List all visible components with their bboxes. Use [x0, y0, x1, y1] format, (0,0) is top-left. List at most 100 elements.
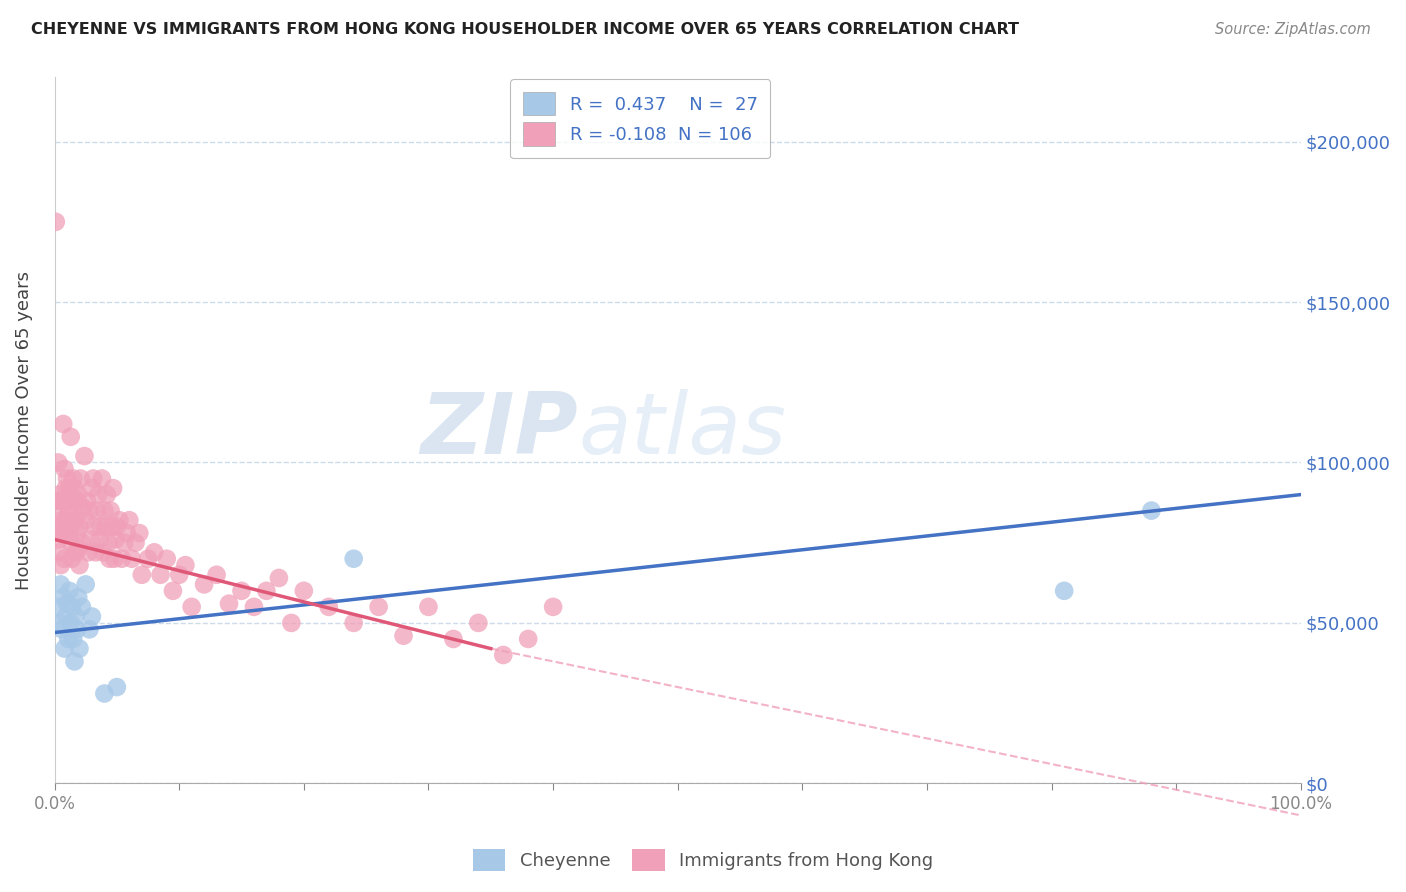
Point — [63, 654, 86, 668]
Point — [492, 648, 515, 662]
Point — [108, 513, 131, 527]
Point — [45, 215, 67, 229]
Point — [58, 507, 80, 521]
Point — [83, 519, 105, 533]
Point — [70, 535, 93, 549]
Point — [52, 526, 75, 541]
Point — [441, 632, 464, 646]
Point — [56, 471, 79, 485]
Y-axis label: Householder Income Over 65 years: Householder Income Over 65 years — [15, 271, 32, 590]
Point — [65, 513, 87, 527]
Point — [97, 535, 120, 549]
Point — [118, 513, 141, 527]
Point — [143, 545, 166, 559]
Point — [66, 623, 89, 637]
Point — [62, 471, 84, 485]
Point — [174, 558, 197, 573]
Point — [53, 641, 76, 656]
Point — [280, 615, 302, 630]
Point — [75, 577, 97, 591]
Point — [69, 641, 91, 656]
Point — [58, 526, 80, 541]
Point — [156, 551, 179, 566]
Point — [58, 583, 80, 598]
Point — [51, 623, 73, 637]
Point — [58, 632, 80, 646]
Point — [90, 471, 112, 485]
Point — [93, 503, 115, 517]
Point — [66, 494, 89, 508]
Point — [55, 481, 77, 495]
Point — [75, 513, 97, 527]
Point — [103, 551, 125, 566]
Point — [65, 545, 87, 559]
Point — [180, 599, 202, 614]
Point — [205, 567, 228, 582]
Point — [162, 583, 184, 598]
Point — [49, 558, 72, 573]
Point — [105, 519, 128, 533]
Text: atlas: atlas — [578, 389, 786, 472]
Point — [87, 487, 110, 501]
Point — [105, 680, 128, 694]
Point — [45, 494, 67, 508]
Point — [48, 487, 70, 501]
Point — [60, 513, 83, 527]
Point — [69, 519, 91, 533]
Point — [467, 615, 489, 630]
Point — [1140, 503, 1163, 517]
Point — [70, 599, 93, 614]
Point — [343, 551, 366, 566]
Point — [55, 609, 77, 624]
Point — [69, 471, 91, 485]
Legend: R =  0.437    N =  27, R = -0.108  N = 106: R = 0.437 N = 27, R = -0.108 N = 106 — [510, 79, 770, 158]
Point — [318, 599, 340, 614]
Point — [111, 551, 134, 566]
Point — [86, 503, 108, 517]
Point — [55, 513, 77, 527]
Point — [69, 558, 91, 573]
Point — [418, 599, 440, 614]
Point — [58, 523, 80, 537]
Text: CHEYENNE VS IMMIGRANTS FROM HONG KONG HOUSEHOLDER INCOME OVER 65 YEARS CORRELATI: CHEYENNE VS IMMIGRANTS FROM HONG KONG HO… — [31, 22, 1019, 37]
Point — [79, 533, 101, 547]
Point — [59, 535, 82, 549]
Point — [80, 481, 103, 495]
Point — [90, 519, 112, 533]
Point — [56, 597, 79, 611]
Point — [52, 591, 75, 605]
Point — [63, 481, 86, 495]
Point — [46, 455, 69, 469]
Point — [96, 487, 118, 501]
Point — [80, 609, 103, 624]
Point — [46, 503, 69, 517]
Point — [541, 599, 564, 614]
Legend: Cheyenne, Immigrants from Hong Kong: Cheyenne, Immigrants from Hong Kong — [465, 842, 941, 879]
Point — [79, 623, 101, 637]
Point — [62, 632, 84, 646]
Point — [65, 609, 87, 624]
Point — [115, 526, 138, 541]
Point — [46, 519, 69, 533]
Point — [149, 567, 172, 582]
Point — [60, 551, 83, 566]
Point — [231, 583, 253, 598]
Point — [367, 599, 389, 614]
Point — [67, 591, 90, 605]
Point — [48, 615, 70, 630]
Point — [112, 535, 135, 549]
Point — [121, 551, 143, 566]
Point — [67, 487, 90, 501]
Point — [76, 494, 98, 508]
Point — [1053, 583, 1076, 598]
Point — [93, 686, 115, 700]
Point — [62, 503, 84, 517]
Point — [66, 526, 89, 541]
Point — [46, 533, 69, 547]
Point — [63, 494, 86, 508]
Point — [517, 632, 540, 646]
Point — [58, 481, 80, 495]
Point — [124, 535, 146, 549]
Text: Source: ZipAtlas.com: Source: ZipAtlas.com — [1215, 22, 1371, 37]
Point — [84, 545, 107, 559]
